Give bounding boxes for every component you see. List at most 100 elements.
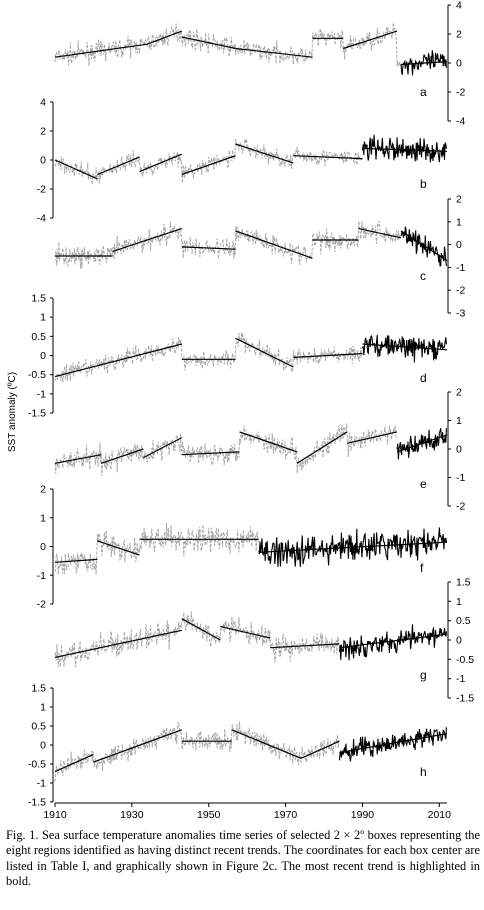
y-axis-label-wrapper: SST anomaly (ºC) (0, 0, 30, 825)
panel-b-trend-segment (97, 156, 140, 176)
panel-e-trend-segment (143, 437, 183, 459)
panel-b-y-tick-label: -4 (37, 213, 46, 225)
panel-a-trend-segment (400, 61, 448, 66)
panel-d-trend-segment (54, 343, 182, 378)
panel-d-history-series (54, 332, 363, 383)
panel-a-y-tick-label: -4 (456, 116, 465, 128)
panel-g-y-tick-label: 0 (456, 635, 462, 647)
panel-d-recent-series (361, 334, 447, 363)
panel-d-y-tick-label: -0.5 (28, 369, 46, 381)
panel-c-y-tick-label: 1 (456, 216, 462, 228)
panel-f-y-tick-label: 0 (40, 541, 46, 553)
panel-f-label: f (420, 561, 424, 575)
panel-e-trend-segment (296, 431, 348, 464)
panel-a-trend-segment (235, 47, 313, 58)
panel-c-history-series (54, 221, 401, 269)
x-tick-label: 1970 (274, 809, 298, 820)
panel-h-y-tick-label: 1.5 (31, 683, 46, 695)
panel-h-history-series (54, 721, 340, 782)
panel-a-y-tick-label: -2 (456, 87, 465, 99)
panel-f-y-tick-label: -2 (37, 599, 46, 611)
panel-e-recent-series (396, 428, 447, 460)
panel-g-y-tick-label: -1.5 (456, 693, 474, 705)
panel-f-history-series (54, 522, 259, 575)
panel-c-trend-segment (400, 230, 448, 262)
panel-h-y-tick-label: 0 (40, 740, 46, 752)
panel-c-trend-segment (112, 228, 182, 252)
panel-e-y-tick-label: -1 (456, 472, 465, 484)
panel-g-trend-segment (181, 618, 221, 641)
panel-e-y-tick-label: 0 (456, 444, 462, 456)
panel-g-y-tick-label: 0.5 (456, 615, 471, 627)
panel-d-y-tick-label: 1 (40, 312, 46, 324)
panel-h-y-tick-label: -0.5 (28, 759, 46, 771)
panel-c-trend-segment (181, 246, 236, 250)
panel-c-y-tick-label: -3 (456, 308, 465, 320)
panel-g-y-tick-label: -1 (456, 673, 465, 685)
panel-e-trend-segment (100, 448, 144, 464)
panel-a-trend-segment (181, 36, 236, 50)
panel-d-trend-segment (362, 343, 448, 351)
panel-f-recent-series (258, 527, 447, 567)
panel-d-y-tick-label: -1 (37, 388, 46, 400)
panel-a-y-tick-label: 4 (456, 0, 462, 12)
panel-a-trend-segment (54, 43, 148, 58)
panel-e-trend-segment (181, 451, 240, 456)
panel-h-label: h (420, 765, 427, 779)
panel-a-label: a (420, 85, 427, 99)
panel-g-recent-series (338, 624, 447, 661)
panel-c-trend-segment (358, 228, 402, 239)
panel-e-trend-segment (396, 434, 448, 453)
panel-b-trend-segment (139, 153, 183, 173)
panel-e-trend-segment (239, 431, 298, 453)
panel-b-trend-segment (362, 147, 448, 152)
panel-a-trend-segment (146, 30, 183, 45)
panel-d-y-tick-label: 1.5 (31, 293, 46, 305)
panel-b-history-series (54, 138, 362, 185)
panel-h-y-tick-label: -1 (37, 778, 46, 790)
figure-caption: Fig. 1. Sea surface temperature anomalie… (6, 828, 480, 889)
x-tick-label: 1910 (43, 809, 67, 820)
panel-a-history-series (54, 22, 401, 67)
panel-e-trend-segment (54, 454, 102, 464)
panel-h-trend-segment (339, 733, 448, 754)
panel-f-trend-segment (97, 540, 140, 556)
panel-b-trend-segment (293, 155, 363, 160)
panel-e-y-tick-label: 1 (456, 415, 462, 427)
panel-b-y-tick-label: -2 (37, 184, 46, 196)
panel-e-y-tick-label: -2 (456, 501, 465, 513)
panel-c-recent-series (400, 226, 447, 267)
panel-h-recent-series (338, 727, 447, 762)
panel-e-trend-segment (346, 431, 398, 444)
panel-f-trend-segment (258, 541, 448, 553)
panel-a-trend-segment (343, 30, 398, 50)
panel-b-trend-segment (235, 143, 294, 164)
panel-a-y-tick-label: 2 (456, 29, 462, 41)
panel-e-y-tick-label: 2 (456, 387, 462, 399)
panel-d-trend-segment (235, 337, 294, 368)
panel-h-y-tick-label: 0.5 (31, 721, 46, 733)
panel-c-y-tick-label: -1 (456, 262, 465, 274)
panel-g-history-series (54, 611, 340, 668)
panel-g-label: g (420, 668, 427, 682)
panel-f-y-tick-label: 2 (40, 484, 46, 496)
panel-b-y-tick-label: 0 (40, 155, 46, 167)
panel-g-trend-segment (270, 643, 340, 649)
panel-c-y-tick-label: 0 (456, 239, 462, 251)
panel-a-y-tick-label: 0 (456, 58, 462, 70)
panel-b-trend-segment (54, 159, 98, 180)
panel-e-history-series (54, 423, 397, 476)
x-tick-label: 1990 (351, 809, 375, 820)
panel-c-trend-segment (235, 230, 313, 259)
panel-f-y-tick-label: 1 (40, 512, 46, 524)
panel-d-y-tick-label: 0.5 (31, 331, 46, 343)
panel-g-trend-segment (54, 629, 182, 658)
panel-h-trend-segment (231, 729, 302, 759)
panel-h-y-tick-label: 1 (40, 702, 46, 714)
panel-d-y-tick-label: -1.5 (28, 408, 46, 420)
panel-f-trend-segment (54, 558, 98, 563)
panel-g-y-tick-label: -0.5 (456, 654, 474, 666)
panel-c-y-tick-label: 2 (456, 194, 462, 206)
panel-g-y-tick-label: 1.5 (456, 577, 471, 589)
panel-b-y-tick-label: 4 (40, 97, 46, 109)
